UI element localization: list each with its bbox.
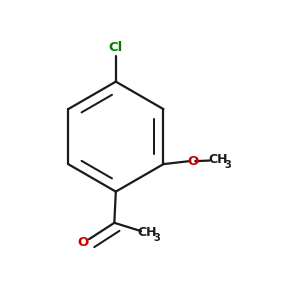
Text: 3: 3 (153, 233, 160, 243)
Text: Cl: Cl (109, 41, 123, 54)
Text: CH: CH (209, 153, 228, 166)
Text: CH: CH (138, 226, 158, 239)
Text: O: O (187, 154, 199, 168)
Text: 3: 3 (224, 160, 231, 170)
Text: O: O (77, 236, 88, 249)
